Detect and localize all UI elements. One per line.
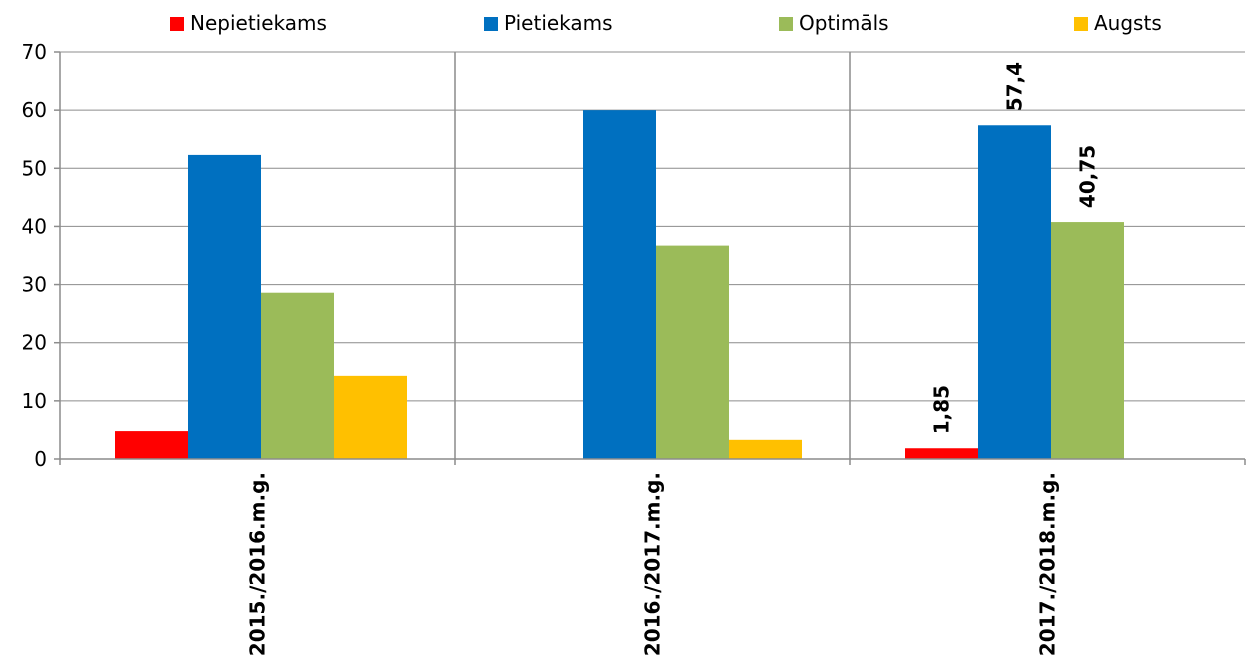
legend: Nepietiekams Pietiekams Optimāls Augsts (170, 11, 1162, 35)
bar-0-2 (905, 448, 978, 459)
bar-2-1 (656, 245, 729, 459)
data-label: 40,75 (1076, 145, 1100, 208)
bar-2-2 (1051, 222, 1124, 459)
legend-label: Augsts (1094, 11, 1162, 35)
y-tick-label: 40 (22, 214, 47, 238)
y-tick-label: 60 (22, 98, 47, 122)
y-tick-label: 70 (22, 40, 47, 64)
legend-label: Optimāls (799, 11, 889, 35)
legend-swatch (779, 17, 793, 31)
legend-swatch (484, 17, 498, 31)
y-tick-label: 50 (22, 156, 47, 180)
data-label: 1,85 (930, 385, 954, 434)
axes (54, 51, 1246, 465)
y-tick-label: 30 (22, 273, 47, 297)
bar-0-0 (115, 431, 188, 459)
data-labels: 1,85 57,4 40,75 (930, 62, 1100, 434)
bar-1-1 (583, 110, 656, 460)
y-tick-labels: 0 10 20 30 40 50 60 70 (22, 40, 47, 471)
category-labels: 2015./2016.m.g. 2016./2017.m.g. 2017./2018… (246, 472, 1060, 656)
bar-1-0 (188, 154, 261, 460)
category-label: 2016./2017.m.g. (641, 472, 665, 656)
category-label: 2015./2016.m.g. (246, 472, 270, 656)
legend-label: Nepietiekams (190, 11, 327, 35)
bar-2-0 (261, 292, 334, 459)
bar-3-0 (334, 375, 407, 459)
legend-swatch (1074, 17, 1088, 31)
data-label: 57,4 (1003, 62, 1027, 111)
y-tick-label: 20 (22, 331, 47, 355)
bars (115, 110, 1124, 460)
legend-swatch (170, 17, 184, 31)
category-label: 2017./2018.m.g. (1036, 472, 1060, 656)
y-tick-label: 10 (22, 389, 47, 413)
bar-1-2 (978, 125, 1051, 459)
legend-label: Pietiekams (504, 11, 613, 35)
bar-3-1 (729, 439, 802, 459)
y-tick-label: 0 (34, 447, 47, 471)
